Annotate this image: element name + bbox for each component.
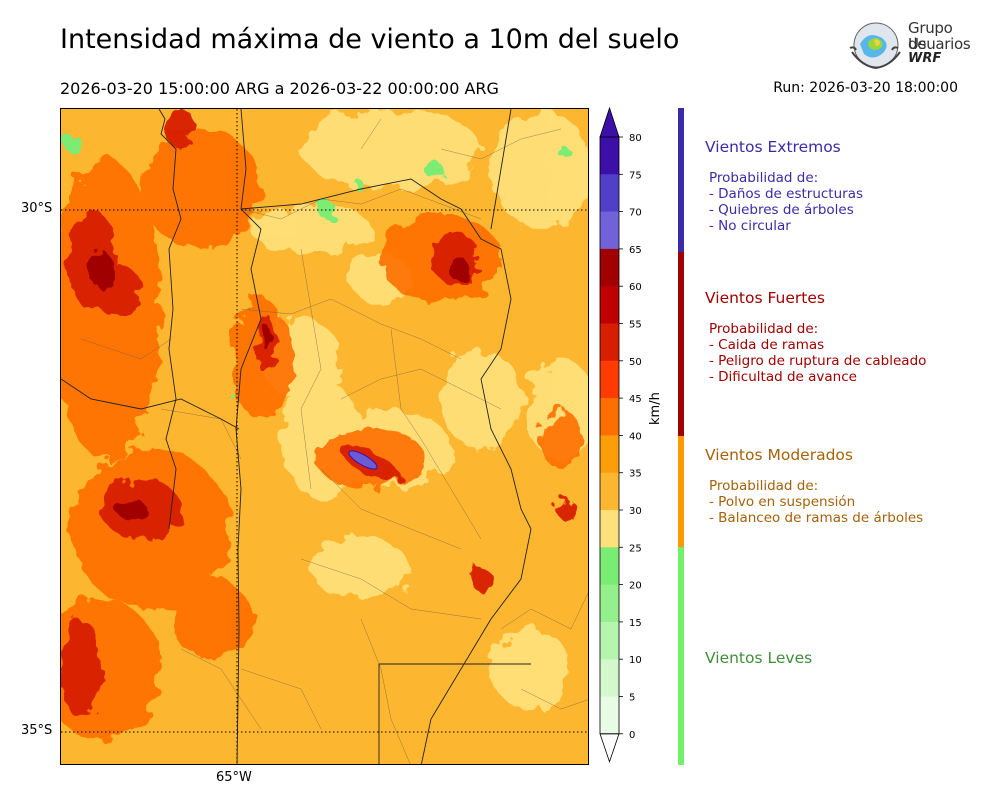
colorbar-tick-label: 20 <box>629 581 642 592</box>
category-description-line: - Polvo en suspensión <box>709 494 856 510</box>
wind-intensity-field <box>61 109 588 739</box>
category-block: Vientos Moderados Probabilidad de: - Polvo… <box>705 446 923 526</box>
category-title: Vientos Moderados <box>705 446 853 464</box>
colorbar-segment <box>600 398 619 436</box>
colorbar-segment <box>600 211 619 250</box>
category-description-line: - Quiebres de árboles <box>709 202 854 218</box>
category-bar-1 <box>678 108 684 252</box>
category-description: Probabilidad de: - Polvo en suspensión - B… <box>705 478 923 526</box>
colorbar-segment <box>600 510 619 548</box>
group-logo: Grupo de Usuarios WRF <box>848 18 971 74</box>
colorbar-tick-label: 50 <box>629 357 642 368</box>
category-description-line: Probabilidad de: <box>709 478 819 494</box>
colorbar-extend-top <box>599 106 620 138</box>
colorbar-tick-label: 80 <box>629 133 642 144</box>
colorbar-tick-label: 5 <box>629 693 635 704</box>
globe-icon <box>849 22 901 70</box>
map-title: Intensidad máxima de viento a 10m del su… <box>60 24 680 55</box>
colorbar-tick-label: 35 <box>629 469 642 480</box>
logo-text-line2: Usuarios <box>908 35 971 53</box>
category-description: Probabilidad de: - Caida de ramas - Peligr… <box>705 321 926 385</box>
colorbar-segment <box>600 286 619 324</box>
category-bar-2 <box>678 252 684 436</box>
category-block: Vientos Extremos Probabilidad de: - Daños … <box>705 138 863 234</box>
colorbar-tick-label: 75 <box>629 170 642 181</box>
department-borders <box>80 118 588 764</box>
category-description-line: - Caida de ramas <box>709 337 825 353</box>
colorbar-segment <box>600 547 619 586</box>
category-description-line: Probabilidad de: <box>709 321 819 337</box>
category-description: Probabilidad de: - Daños de estructuras - … <box>705 170 863 234</box>
category-description-line: - Dificultad de avance <box>709 369 857 385</box>
category-description-line: Probabilidad de: <box>709 170 819 186</box>
colorbar-segment <box>600 435 619 474</box>
category-description-line: - Peligro de ruptura de cableado <box>709 353 927 369</box>
colorbar-segment <box>600 360 619 399</box>
category-title: Vientos Fuertes <box>705 289 825 307</box>
longitude-label-65w: 65°W <box>216 770 252 785</box>
latitude-label-35s: 35°S <box>21 723 53 738</box>
extreme-wind-core <box>348 450 378 470</box>
wind-map <box>60 108 589 765</box>
category-description-line: - Balanceo de ramas de árboles <box>709 510 924 526</box>
colorbar-tick-label: 65 <box>629 245 642 256</box>
colorbar-segment <box>600 248 619 287</box>
colorbar-tick-label: 40 <box>629 431 642 442</box>
colorbar-tick-label: 25 <box>629 543 642 554</box>
colorbar-segment <box>600 696 619 735</box>
colorbar-tick-label: 70 <box>629 208 642 219</box>
colorbar-segment <box>600 472 619 511</box>
colorbar-unit-label: km/h <box>648 392 663 425</box>
category-bar-4 <box>678 547 684 765</box>
forecast-period: 2026-03-20 15:00:00 ARG a 2026-03-22 00:… <box>60 79 499 98</box>
latitude-label-30s: 30°S <box>21 201 53 216</box>
colorbar-tick-label: 15 <box>629 618 642 629</box>
colorbar-tick-label: 60 <box>629 282 642 293</box>
logo-text-line1: Grupo de <box>908 19 953 53</box>
category-block: Vientos Fuertes Probabilidad de: - Caida d… <box>705 289 926 385</box>
colorbar-segment <box>600 174 619 213</box>
category-description-line: - Daños de estructuras <box>709 186 864 202</box>
colorbar-segment <box>600 621 619 660</box>
category-title: Vientos Leves <box>705 649 813 667</box>
wind-field-map <box>61 109 588 764</box>
colorbar-tick-label: 30 <box>629 506 642 517</box>
colorbar-tick-label: 0 <box>629 730 635 741</box>
province-borders <box>61 109 532 764</box>
category-bar-3 <box>678 436 684 547</box>
colorbar-tick-label: 10 <box>629 655 642 666</box>
category-description-line: - No circular <box>709 218 791 234</box>
colorbar-segment <box>600 323 619 362</box>
colorbar-segment <box>600 584 619 623</box>
lat-lon-gridlines <box>61 109 588 764</box>
colorbar-segment <box>600 137 619 175</box>
colorbar-extend-bottom <box>599 733 620 764</box>
model-run-time: Run: 2026-03-20 18:00:00 <box>773 80 958 96</box>
colorbar-segment <box>600 659 619 697</box>
logo-text-line3: WRF <box>908 51 942 66</box>
colorbar-tick-label: 45 <box>629 394 642 405</box>
colorbar-tick-label: 55 <box>629 320 642 331</box>
category-block: Vientos Leves <box>705 649 812 667</box>
category-title: Vientos Extremos <box>705 138 841 156</box>
